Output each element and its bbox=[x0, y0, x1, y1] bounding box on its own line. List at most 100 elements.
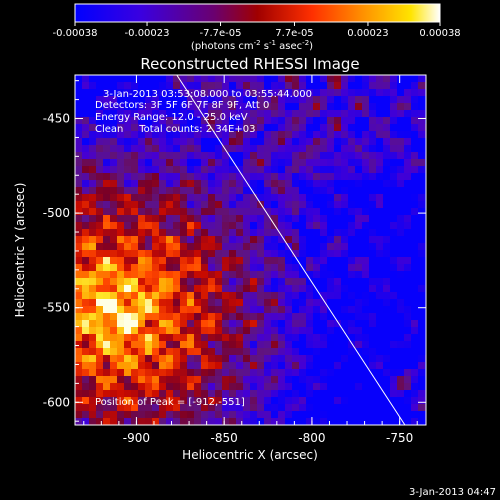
heatmap-cell bbox=[110, 397, 117, 404]
heatmap-cell bbox=[271, 96, 278, 103]
heatmap-cell bbox=[292, 194, 299, 201]
heatmap-cell bbox=[229, 75, 236, 82]
heatmap-cell bbox=[278, 397, 285, 404]
heatmap-cell bbox=[397, 131, 404, 138]
heatmap-cell bbox=[397, 327, 404, 334]
heatmap-cell bbox=[327, 390, 334, 397]
heatmap-cell bbox=[82, 145, 89, 152]
heatmap-cell bbox=[131, 124, 138, 131]
heatmap-cell bbox=[236, 313, 243, 320]
heatmap-cell bbox=[117, 208, 124, 215]
heatmap-cell bbox=[362, 187, 369, 194]
heatmap-cell bbox=[327, 355, 334, 362]
heatmap-cell bbox=[145, 215, 152, 222]
heatmap-cell bbox=[124, 362, 131, 369]
heatmap-cell bbox=[180, 138, 187, 145]
heatmap-cell bbox=[390, 75, 397, 82]
heatmap-cell bbox=[404, 404, 411, 411]
heatmap-cell bbox=[222, 397, 229, 404]
heatmap-cell bbox=[180, 159, 187, 166]
heatmap-cell bbox=[173, 299, 180, 306]
heatmap-cell bbox=[89, 187, 96, 194]
heatmap-cell bbox=[257, 124, 264, 131]
heatmap-cell bbox=[383, 75, 390, 82]
heatmap-cell bbox=[194, 285, 201, 292]
heatmap-cell bbox=[243, 257, 250, 264]
heatmap-cell bbox=[341, 278, 348, 285]
heatmap-cell bbox=[348, 180, 355, 187]
heatmap-cell bbox=[75, 236, 82, 243]
heatmap-cell bbox=[355, 82, 362, 89]
heatmap-cell bbox=[124, 82, 131, 89]
heatmap-cell bbox=[229, 397, 236, 404]
heatmap-cell bbox=[348, 404, 355, 411]
heatmap-cell bbox=[201, 250, 208, 257]
heatmap-cell bbox=[264, 89, 271, 96]
heatmap-cell bbox=[278, 222, 285, 229]
heatmap-cell bbox=[124, 320, 131, 327]
heatmap-cell bbox=[411, 215, 418, 222]
heatmap-cell bbox=[257, 271, 264, 278]
heatmap-cell bbox=[257, 152, 264, 159]
heatmap-cell bbox=[397, 103, 404, 110]
heatmap-cell bbox=[166, 215, 173, 222]
heatmap-cell bbox=[411, 152, 418, 159]
heatmap-cell bbox=[327, 243, 334, 250]
heatmap-cell bbox=[145, 180, 152, 187]
heatmap-cell bbox=[292, 334, 299, 341]
heatmap-cell bbox=[215, 89, 222, 96]
heatmap-cell bbox=[187, 327, 194, 334]
heatmap-cell bbox=[229, 285, 236, 292]
heatmap-cell bbox=[124, 411, 131, 418]
heatmap-cell bbox=[145, 264, 152, 271]
heatmap-cell bbox=[250, 306, 257, 313]
heatmap-cell bbox=[145, 376, 152, 383]
heatmap-cell bbox=[362, 82, 369, 89]
heatmap-cell bbox=[257, 418, 264, 425]
heatmap-cell bbox=[138, 187, 145, 194]
heatmap-cell bbox=[341, 82, 348, 89]
heatmap-cell bbox=[341, 243, 348, 250]
heatmap-cell bbox=[390, 411, 397, 418]
heatmap-cell bbox=[299, 327, 306, 334]
heatmap-cell bbox=[243, 390, 250, 397]
heatmap-cell bbox=[152, 355, 159, 362]
heatmap-cell bbox=[369, 208, 376, 215]
heatmap-cell bbox=[173, 320, 180, 327]
heatmap-cell bbox=[201, 124, 208, 131]
heatmap-cell bbox=[348, 327, 355, 334]
heatmap-cell bbox=[96, 369, 103, 376]
heatmap-cell bbox=[180, 145, 187, 152]
heatmap-cell bbox=[173, 383, 180, 390]
heatmap-cell bbox=[320, 299, 327, 306]
heatmap-cell bbox=[285, 215, 292, 222]
heatmap-cell bbox=[117, 411, 124, 418]
heatmap-cell bbox=[96, 383, 103, 390]
heatmap-cell bbox=[124, 117, 131, 124]
heatmap-cell bbox=[299, 75, 306, 82]
heatmap-cell bbox=[292, 355, 299, 362]
heatmap-cell bbox=[362, 327, 369, 334]
heatmap-cell bbox=[208, 145, 215, 152]
heatmap-cell bbox=[369, 110, 376, 117]
heatmap-cell bbox=[180, 152, 187, 159]
heatmap-cell bbox=[215, 243, 222, 250]
plot-frame bbox=[74, 74, 427, 426]
heatmap-cell bbox=[166, 159, 173, 166]
heatmap-cell bbox=[418, 257, 425, 264]
heatmap-cell bbox=[271, 243, 278, 250]
heatmap-cell bbox=[306, 194, 313, 201]
heatmap-cell bbox=[411, 299, 418, 306]
heatmap-cell bbox=[411, 222, 418, 229]
heatmap-cell bbox=[159, 397, 166, 404]
heatmap-cell bbox=[285, 180, 292, 187]
heatmap-cell bbox=[376, 411, 383, 418]
heatmap-cell bbox=[229, 362, 236, 369]
heatmap-cell bbox=[201, 264, 208, 271]
heatmap-cell bbox=[124, 173, 131, 180]
heatmap-cell bbox=[327, 96, 334, 103]
heatmap-cell bbox=[215, 222, 222, 229]
heatmap-cell bbox=[369, 194, 376, 201]
heatmap-cell bbox=[222, 383, 229, 390]
heatmap-cell bbox=[299, 145, 306, 152]
